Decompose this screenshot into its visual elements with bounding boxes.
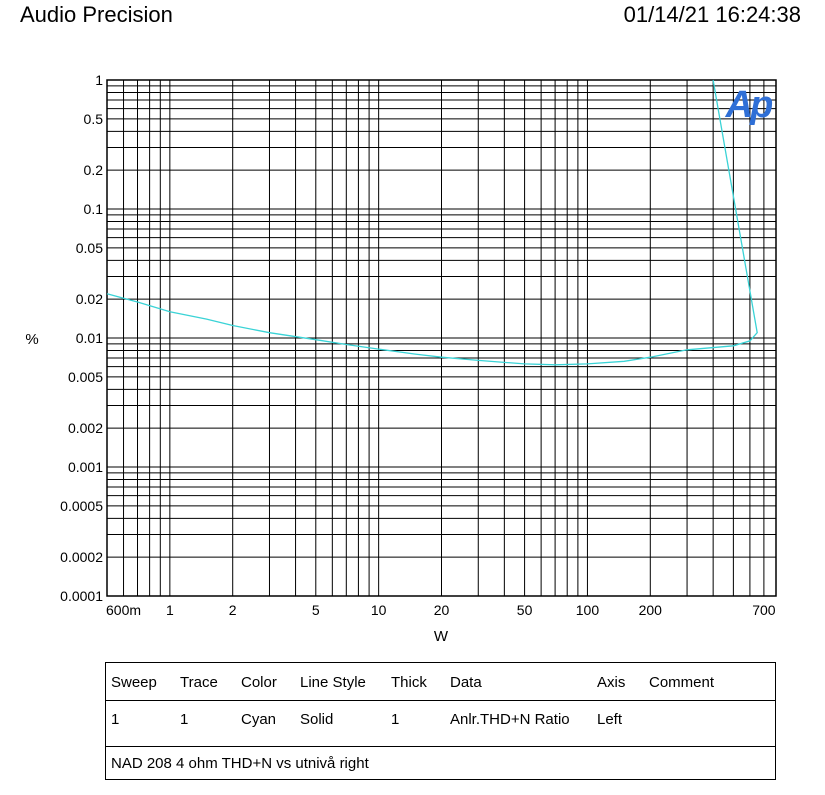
cell-line-style: Solid	[300, 711, 334, 728]
legend-header-row: Sweep Trace Color Line Style Thick Data …	[106, 663, 775, 701]
cell-color: Cyan	[241, 711, 277, 728]
timestamp: 01/14/21 16:24:38	[623, 2, 801, 27]
col-line-style: Line Style	[300, 674, 366, 691]
y-tick-label: 0.0001	[60, 588, 103, 604]
y-tick-label: 0.005	[68, 369, 103, 385]
chart-series	[106, 79, 758, 366]
x-tick-label: 20	[434, 602, 450, 618]
y-tick-label: 0.02	[76, 291, 103, 307]
y-axis-label: %	[25, 331, 38, 348]
legend-footer-comment: NAD 208 4 ohm THD+N vs utnivå right	[111, 755, 369, 772]
y-tick-label: 0.002	[68, 420, 103, 436]
col-color: Color	[241, 674, 277, 691]
legend-footer-row: NAD 208 4 ohm THD+N vs utnivå right	[106, 746, 775, 780]
y-tick-label: 0.5	[84, 111, 104, 127]
x-tick-label: 600m	[106, 602, 141, 618]
cell-data: Anlr.THD+N Ratio	[450, 711, 570, 728]
col-sweep: Sweep	[111, 674, 157, 691]
y-tick-label: 0.0005	[60, 498, 103, 514]
ap-logo: Ap	[725, 84, 775, 126]
y-tick-label: 0.001	[68, 459, 103, 475]
y-tick-label: 0.05	[76, 240, 103, 256]
y-tick-label: 0.0002	[60, 549, 103, 565]
x-tick-label: 50	[517, 602, 533, 618]
x-tick-label: 1	[166, 602, 174, 618]
x-tick-label: 2	[229, 602, 237, 618]
trace-legend-table: Sweep Trace Color Line Style Thick Data …	[105, 662, 776, 780]
cell-sweep: 1	[111, 711, 120, 728]
plot-frame	[106, 79, 777, 597]
x-tick-label: 200	[639, 602, 663, 618]
x-tick-label: 100	[576, 602, 600, 618]
ap-logo-text: Ap	[725, 84, 772, 126]
x-tick-label: 700	[752, 602, 776, 618]
y-tick-label: 0.2	[84, 162, 104, 178]
x-tick-label: 5	[312, 602, 320, 618]
y-tick-labels: 1 0.5 0.2 0.1 0.05 0.02 0.01 0.005 0.002 0.001 0.0…	[60, 72, 103, 604]
y-tick-label: 1	[95, 72, 103, 88]
x-tick-labels: 600m 1 2 5 10 20 50 100 200 700	[106, 602, 776, 618]
chart-grid	[106, 79, 777, 597]
col-data: Data	[450, 674, 482, 691]
col-comment: Comment	[649, 674, 715, 691]
cell-axis: Left	[597, 711, 623, 728]
series-line	[106, 79, 758, 366]
x-axis-label: W	[434, 628, 449, 645]
x-tick-label: 10	[371, 602, 387, 618]
col-trace: Trace	[180, 674, 218, 691]
cell-thick: 1	[391, 711, 400, 728]
y-tick-label: 0.01	[76, 330, 103, 346]
col-axis: Axis	[597, 674, 626, 691]
legend-data-row: 1 1 Cyan Solid 1 Anlr.THD+N Ratio Left	[106, 700, 775, 747]
cell-trace: 1	[180, 711, 189, 728]
app-title: Audio Precision	[20, 2, 173, 27]
thd-chart: 1 0.5 0.2 0.1 0.05 0.02 0.01 0.005 0.002 0.001 0.0…	[25, 72, 777, 645]
y-tick-label: 0.1	[84, 201, 104, 217]
col-thick: Thick	[391, 674, 427, 691]
